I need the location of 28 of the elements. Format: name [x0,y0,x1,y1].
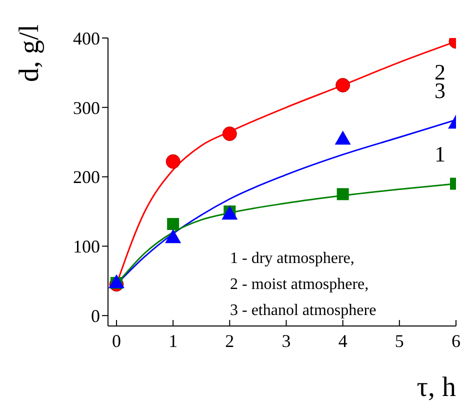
annotation: 2 - moist atmosphere, [230,275,370,295]
annotation: 3 - ethanol atmosphere [230,301,376,321]
series-label: 1 [434,142,446,167]
point [165,229,182,244]
y-tick-label: 100 [73,236,100,257]
y-tick-label: 200 [73,167,100,188]
x-tick-label: 2 [225,330,234,351]
point [108,274,124,288]
series-label: 2 [434,59,446,84]
point [336,78,350,92]
y-tick-label: 400 [73,28,100,48]
point [334,130,351,145]
x-tick-label: 0 [112,330,121,351]
y-axis-title: d, g/l [14,24,45,82]
y-tick-label: 0 [91,306,100,326]
x-tick-label: 4 [338,330,348,351]
point [222,126,237,142]
x-tick-label: 6 [452,330,460,351]
annotation: 1 - dry atmosphere, [230,249,356,269]
x-tick-label: 1 [168,330,178,351]
y-tick-label: 300 [73,98,100,118]
x-tick-label: 3 [282,330,291,351]
x-tick-label: 5 [394,330,404,351]
point [336,188,349,200]
point [222,206,238,220]
x-axis-title: τ, h [416,372,456,403]
point [167,218,180,230]
point [166,154,180,169]
